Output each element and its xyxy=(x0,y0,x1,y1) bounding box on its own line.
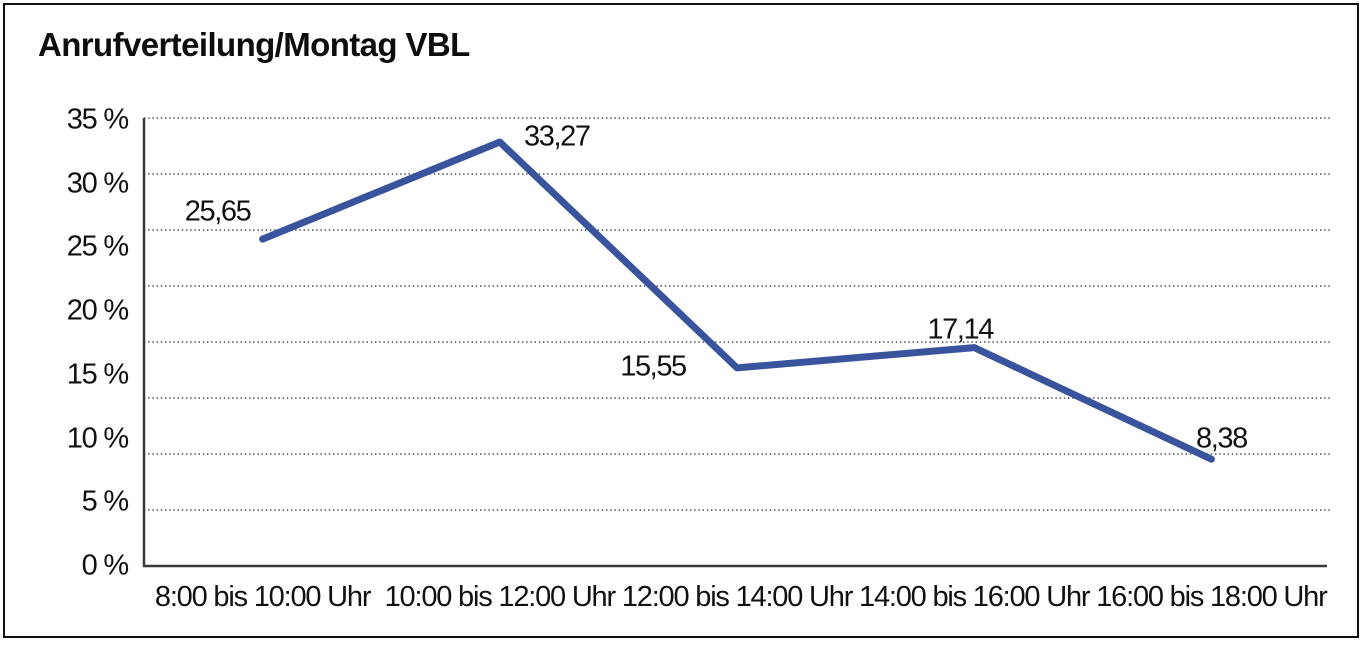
x-category-label: 12:00 bis 14:00 Uhr xyxy=(621,581,854,613)
y-tick-label: 20 % xyxy=(66,294,130,327)
y-tick-label: 25 % xyxy=(66,230,130,263)
data-value-label: 33,27 xyxy=(524,120,591,153)
x-category-label: 14:00 bis 16:00 Uhr xyxy=(859,581,1091,613)
data-value-label: 8,38 xyxy=(1195,422,1248,455)
y-tick-label: 0 % xyxy=(81,549,130,582)
y-tick-label: 35 % xyxy=(66,103,130,136)
y-tick-label: 5 % xyxy=(81,485,130,518)
y-tick-label: 30 % xyxy=(66,167,130,200)
data-value-label: 17,14 xyxy=(927,313,994,346)
chart-title: Anrufverteilung/Montag VBL xyxy=(38,26,470,63)
y-tick-label: 10 % xyxy=(66,422,130,455)
x-category-label: 10:00 bis 12:00 Uhr xyxy=(384,581,617,613)
x-category-label: 16:00 bis 18:00 Uhr xyxy=(1096,581,1328,613)
data-line xyxy=(259,138,1215,463)
x-category-label: 8:00 bis 10:00 Uhr xyxy=(154,581,372,613)
data-value-label: 15,55 xyxy=(620,350,687,383)
y-tick-label: 15 % xyxy=(66,358,130,391)
data-value-label: 25,65 xyxy=(184,195,252,228)
